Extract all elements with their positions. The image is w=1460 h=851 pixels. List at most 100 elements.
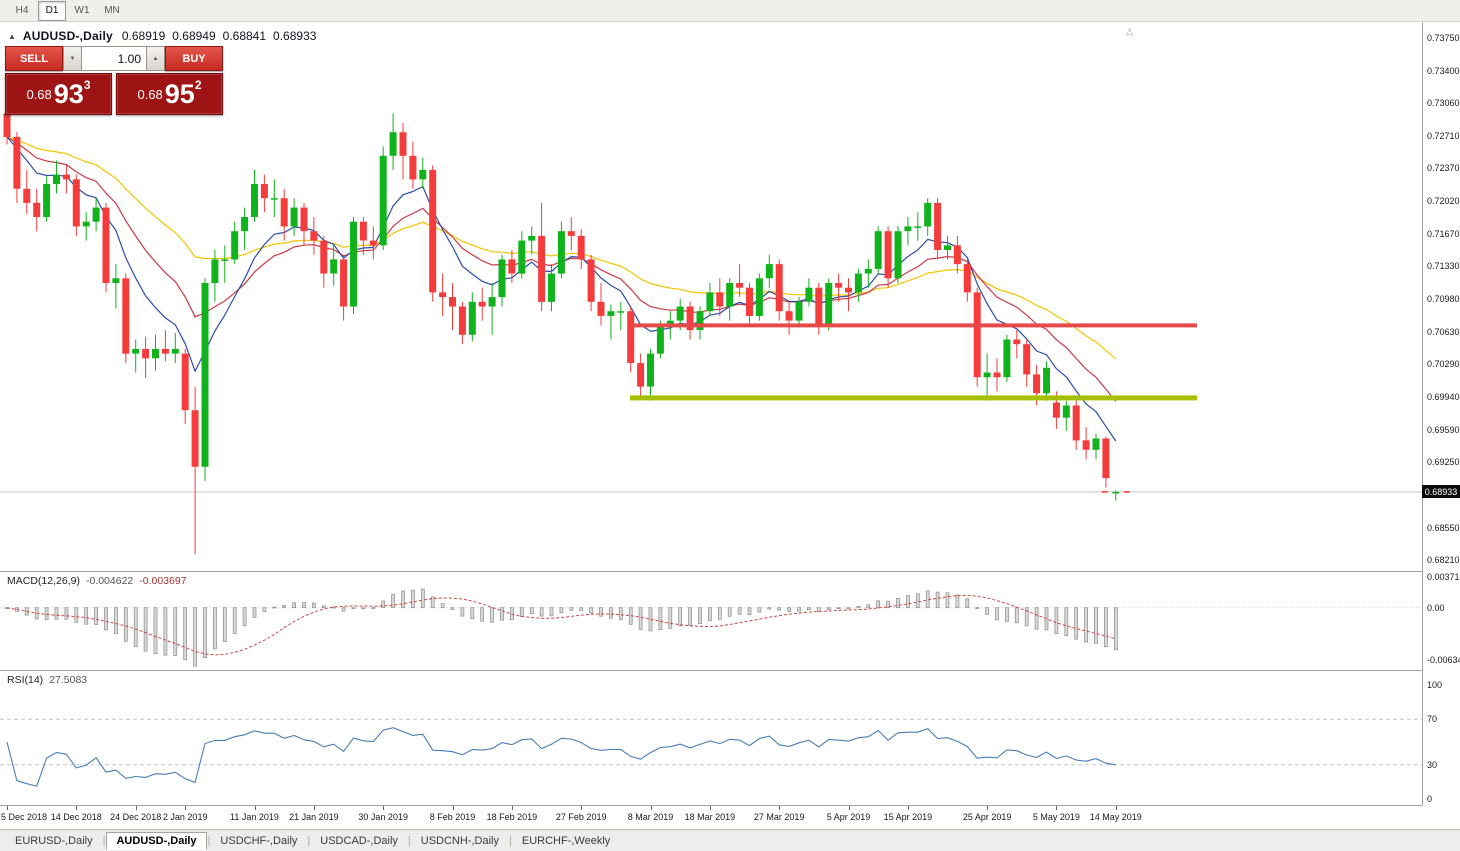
price-axis-label: 0.70980 xyxy=(1427,294,1460,304)
macd-main-value: -0.004622 xyxy=(85,575,134,587)
price-axis-label: 0.69590 xyxy=(1427,424,1460,435)
date-label: 5 May 2019 xyxy=(1032,812,1080,822)
time-axis-tick xyxy=(1115,806,1117,810)
timeframe-button-w1[interactable]: W1 xyxy=(74,5,90,16)
macd-indicator-pane[interactable] xyxy=(0,572,1422,670)
price-axis-label: 0.69250 xyxy=(1427,457,1460,467)
sell-price-prefix: 0.68 xyxy=(26,86,52,102)
support-line xyxy=(630,395,1197,401)
rsi-axis-label: 70 xyxy=(1427,714,1438,725)
date-label: 2 Jan 2019 xyxy=(162,812,208,822)
chart-expand-icon[interactable]: ▲ xyxy=(8,31,16,41)
time-axis-tick xyxy=(848,806,850,810)
rsi-label: RSI(14) xyxy=(7,674,44,686)
candlestick-chart[interactable] xyxy=(0,22,1422,571)
scroll-to-end-icon[interactable]: △ xyxy=(1126,26,1133,36)
tab-usdchf-daily[interactable]: USDCHF-,Daily xyxy=(220,834,298,847)
date-label: 8 Mar 2019 xyxy=(627,812,674,822)
price-axis-label: 0.73400 xyxy=(1427,65,1460,76)
date-label: 5 Dec 2018 xyxy=(1,812,48,822)
time-axis-tick xyxy=(581,806,583,810)
candles-group xyxy=(3,108,1120,555)
macd-label: MACD(12,26,9) xyxy=(7,575,80,587)
tab-eurchf-weekly[interactable]: EURCHF-,Weekly xyxy=(521,834,611,847)
macd-axis-label: -0.006344 xyxy=(1427,655,1460,666)
sell-price-big: 93 xyxy=(53,78,84,109)
rsi-axis-label: 100 xyxy=(1427,680,1443,690)
tab-separator: | xyxy=(509,834,512,847)
timeframe-button-h4[interactable]: H4 xyxy=(15,5,29,16)
buy-button[interactable]: BUY xyxy=(165,46,223,71)
chart-tab-bar: EURUSD-,Daily | AUDUSD-,Daily | USDCHF-,Dail… xyxy=(0,829,1460,851)
rsi-label-row: RSI(14) 27.5083 xyxy=(7,674,87,686)
macd-axis-label: 0.00 xyxy=(1427,602,1445,613)
time-axis-tick xyxy=(135,806,137,810)
time-axis-tick xyxy=(254,806,256,810)
chart-header: ▲ AUDUSD-,Daily 0.68919 0.68949 0.68841 … xyxy=(8,29,316,43)
time-axis-tick xyxy=(1056,806,1058,810)
volume-input[interactable] xyxy=(82,46,146,71)
price-axis-label: 0.73750 xyxy=(1427,33,1460,43)
price-axis-label: 0.68210 xyxy=(1427,555,1460,565)
price-axis-label: 0.70290 xyxy=(1427,359,1460,369)
time-axis-tick xyxy=(650,806,652,810)
rsi-indicator-pane[interactable] xyxy=(0,671,1422,805)
tab-separator: | xyxy=(207,834,211,847)
time-axis-tick xyxy=(987,806,989,810)
price-axis-label: 0.70630 xyxy=(1427,326,1460,337)
sell-button[interactable]: SELL xyxy=(5,46,63,71)
time-axis[interactable]: 5 Dec 2018 14 Dec 2018 24 Dec 2018 2 Jan 20… xyxy=(0,806,1422,828)
volume-increase-button[interactable]: ▲ xyxy=(146,46,165,71)
chart-ohlc: 0.68919 0.68949 0.68841 0.68933 xyxy=(122,29,317,43)
sell-price-box[interactable]: 0.68 93 3 xyxy=(5,73,112,115)
macd-signal-value: -0.003697 xyxy=(139,575,187,587)
price-axis-label: 0.68550 xyxy=(1427,522,1460,533)
price-axis-label: 0.72020 xyxy=(1427,196,1460,206)
tab-separator: | xyxy=(407,834,411,847)
price-axis-label: 0.71670 xyxy=(1427,228,1460,239)
date-label: 30 Jan 2019 xyxy=(358,812,408,822)
sell-price-pipette: 3 xyxy=(83,78,91,92)
time-axis-tick xyxy=(313,806,315,810)
tab-usdcnh-daily[interactable]: USDCNH-,Daily xyxy=(420,834,499,847)
timeframe-button-mn[interactable]: MN xyxy=(104,5,120,16)
ohlc-close: 0.68933 xyxy=(273,29,317,43)
current-price-tag: 0.68933 xyxy=(1422,485,1460,499)
tab-eurusd-daily[interactable]: EURUSD-,Daily xyxy=(15,834,93,847)
date-label: 11 Jan 2019 xyxy=(230,812,279,822)
trade-controls-row: SELL ▼ ▲ BUY xyxy=(5,46,223,71)
time-axis-tick xyxy=(76,806,78,810)
pane-separator-macd[interactable] xyxy=(0,571,1460,572)
timeframe-toolbar: H4 D1 W1 MN xyxy=(0,0,1460,22)
rsi-line xyxy=(6,727,1116,787)
tab-usdcad-daily[interactable]: USDCAD-,Daily xyxy=(320,834,398,847)
tab-audusd-daily[interactable]: AUDUSD-,Daily xyxy=(106,831,207,850)
date-label: 14 May 2019 xyxy=(1089,812,1142,822)
ohlc-low: 0.68841 xyxy=(222,29,267,43)
buy-price-pipette: 2 xyxy=(194,78,202,92)
buy-price-big: 95 xyxy=(164,78,195,109)
date-label: 14 Dec 2018 xyxy=(50,812,102,822)
price-axis-label: 0.69940 xyxy=(1427,391,1460,402)
pane-separator-rsi[interactable] xyxy=(0,670,1460,671)
price-axis[interactable]: 0.73750 0.73400 0.73060 0.72710 0.72370 0.720… xyxy=(1422,22,1460,806)
ema-fast-line xyxy=(6,136,1117,442)
time-axis-tick xyxy=(383,806,385,810)
timeframe-button-d1[interactable]: D1 xyxy=(38,0,66,21)
resistance-line xyxy=(630,323,1197,328)
date-label: 27 Mar 2019 xyxy=(753,812,805,822)
price-axis-label: 0.73060 xyxy=(1427,98,1460,108)
buy-price-box[interactable]: 0.68 95 2 xyxy=(116,73,223,115)
volume-decrease-button[interactable]: ▼ xyxy=(63,46,82,71)
time-axis-tick xyxy=(709,806,711,810)
tab-separator: | xyxy=(102,834,106,847)
date-label: 8 Feb 2019 xyxy=(429,812,476,822)
time-axis-tick xyxy=(907,806,909,810)
rsi-axis-label: 0 xyxy=(1427,794,1433,804)
macd-signal-line xyxy=(6,594,1116,656)
date-label: 18 Feb 2019 xyxy=(486,812,538,822)
tab-separator: | xyxy=(307,834,311,847)
date-label: 5 Apr 2019 xyxy=(826,812,871,822)
pane-separator-timeaxis xyxy=(0,805,1460,806)
